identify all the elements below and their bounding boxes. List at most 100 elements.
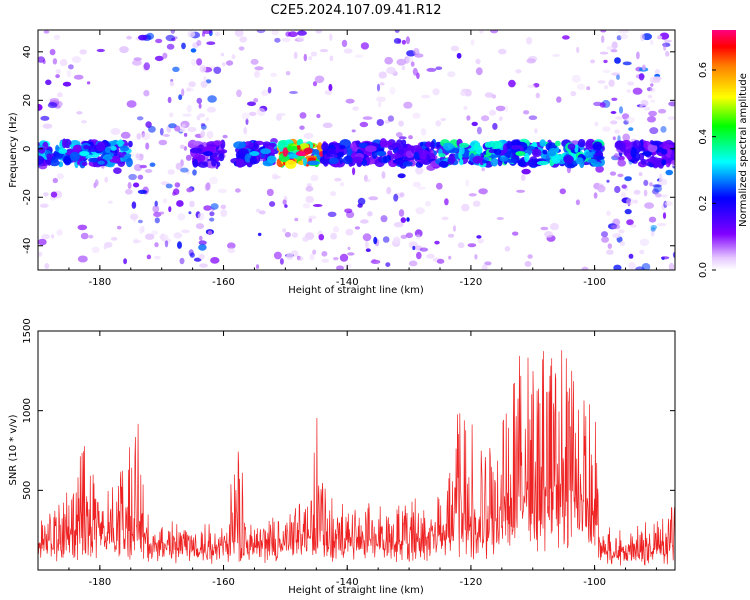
noise-blob xyxy=(633,199,638,204)
noise-blob xyxy=(222,134,228,139)
noise-blob xyxy=(186,187,193,193)
carrier-peak xyxy=(642,151,653,157)
carrier-blob xyxy=(517,159,526,167)
noise-blob xyxy=(435,120,442,127)
noise-blob xyxy=(347,252,355,256)
noise-blob xyxy=(38,103,43,111)
carrier-blob xyxy=(347,148,353,157)
spectrogram-heatmap xyxy=(38,30,675,270)
noise-blob xyxy=(524,261,532,267)
noise-blob xyxy=(182,113,192,117)
noise-blob xyxy=(209,211,215,217)
noise-blob xyxy=(491,94,497,99)
noise-blob xyxy=(145,142,150,150)
noise-blob xyxy=(133,57,142,61)
noise-blob xyxy=(273,251,282,260)
noise-blob xyxy=(153,211,162,218)
carrier-blob xyxy=(587,158,597,164)
noise-blob xyxy=(368,196,379,201)
noise-blob xyxy=(79,49,87,55)
noise-blob xyxy=(253,98,259,103)
noise-blob xyxy=(424,200,431,207)
noise-blob xyxy=(181,88,185,97)
noise-blob xyxy=(643,106,651,111)
noise-blob xyxy=(321,258,330,263)
noise-blob xyxy=(640,99,649,107)
carrier-blob xyxy=(548,148,559,153)
carrier-blob xyxy=(641,158,647,165)
noise-blob xyxy=(312,81,318,87)
carrier-blob xyxy=(630,148,637,158)
noise-blob xyxy=(57,92,63,98)
carrier-blob xyxy=(260,148,271,155)
noise-blob xyxy=(581,266,589,270)
noise-blob xyxy=(315,30,323,34)
noise-blob xyxy=(310,51,318,57)
carrier-blob xyxy=(632,140,642,149)
noise-blob xyxy=(111,237,118,241)
noise-blob xyxy=(660,125,667,133)
noise-blob xyxy=(467,243,477,248)
noise-blob xyxy=(76,111,83,115)
carrier-blob xyxy=(397,148,405,155)
noise-blob xyxy=(316,113,321,119)
noise-blob xyxy=(129,213,139,220)
noise-blob xyxy=(456,52,462,59)
noise-blob xyxy=(206,106,216,113)
noise-blob xyxy=(351,129,356,133)
noise-blob xyxy=(177,241,182,249)
noise-blob xyxy=(56,229,63,236)
noise-blob xyxy=(198,253,205,260)
noise-blob xyxy=(660,256,670,260)
noise-blob xyxy=(49,48,56,56)
noise-blob xyxy=(180,167,189,173)
noise-blob xyxy=(255,264,260,269)
carrier-blob xyxy=(554,140,561,147)
noise-blob xyxy=(381,171,386,179)
noise-blob xyxy=(624,176,632,182)
noise-blob xyxy=(521,168,531,175)
noise-blob xyxy=(534,128,538,134)
noise-blob xyxy=(378,101,382,108)
noise-blob xyxy=(347,246,351,251)
noise-blob xyxy=(284,204,288,208)
carrier-blob xyxy=(551,154,561,164)
carrier-peak xyxy=(249,151,260,157)
noise-blob xyxy=(293,51,298,60)
noise-blob xyxy=(329,33,333,41)
noise-blob xyxy=(405,36,410,45)
noise-blob xyxy=(419,247,429,252)
noise-blob xyxy=(463,105,468,110)
noise-blob xyxy=(137,174,144,180)
carrier-blob xyxy=(499,156,509,162)
noise-blob xyxy=(128,173,137,181)
noise-blob xyxy=(286,252,294,261)
noise-blob xyxy=(210,203,219,210)
noise-blob xyxy=(434,240,440,245)
carrier-blob xyxy=(661,148,668,155)
carrier-blob xyxy=(282,147,288,157)
noise-blob xyxy=(77,255,88,263)
noise-blob xyxy=(498,116,503,121)
carrier-blob xyxy=(575,157,584,165)
noise-blob xyxy=(656,223,667,227)
noise-blob xyxy=(650,225,658,230)
noise-blob xyxy=(319,49,329,53)
carrier-blob xyxy=(413,151,420,160)
noise-blob xyxy=(658,108,667,114)
noise-blob xyxy=(324,90,333,95)
noise-blob xyxy=(181,123,186,128)
noise-blob xyxy=(154,55,164,62)
noise-blob xyxy=(196,58,203,66)
noise-blob xyxy=(460,90,466,97)
colorbar-ticks: 0.0 0.2 0.4 0.6 xyxy=(698,62,716,278)
noise-blob xyxy=(334,177,342,182)
noise-blob xyxy=(400,217,406,224)
noise-blob xyxy=(562,35,570,40)
carrier-blob xyxy=(73,144,82,151)
noise-blob xyxy=(42,123,53,129)
carrier-blob xyxy=(661,159,667,166)
noise-blob xyxy=(93,182,97,189)
carrier-blob xyxy=(81,161,88,166)
noise-blob xyxy=(296,255,301,261)
